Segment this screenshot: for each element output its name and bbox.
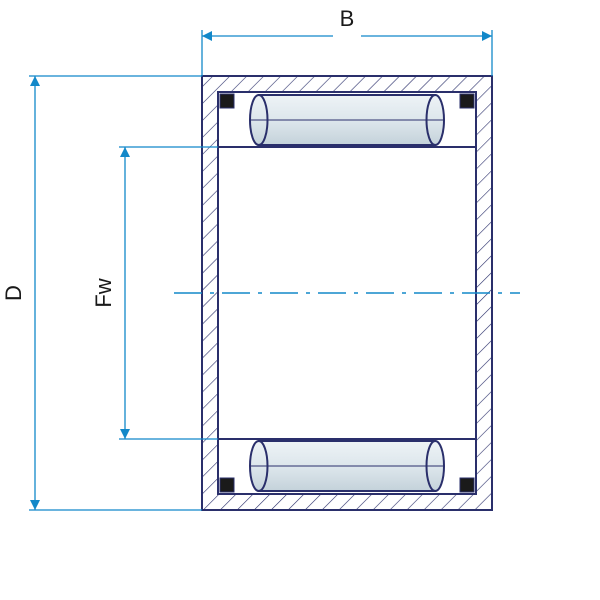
seal-top-right bbox=[460, 94, 474, 108]
seal-bottom-right bbox=[460, 478, 474, 492]
seal-bottom-left bbox=[220, 478, 234, 492]
dimension-label-fw: Fw bbox=[91, 278, 116, 307]
roller-top bbox=[250, 95, 444, 145]
dimension-label-b: B bbox=[340, 6, 355, 31]
seal-top-left bbox=[220, 94, 234, 108]
dimension-label-d: D bbox=[1, 285, 26, 301]
roller-bottom bbox=[250, 441, 444, 491]
